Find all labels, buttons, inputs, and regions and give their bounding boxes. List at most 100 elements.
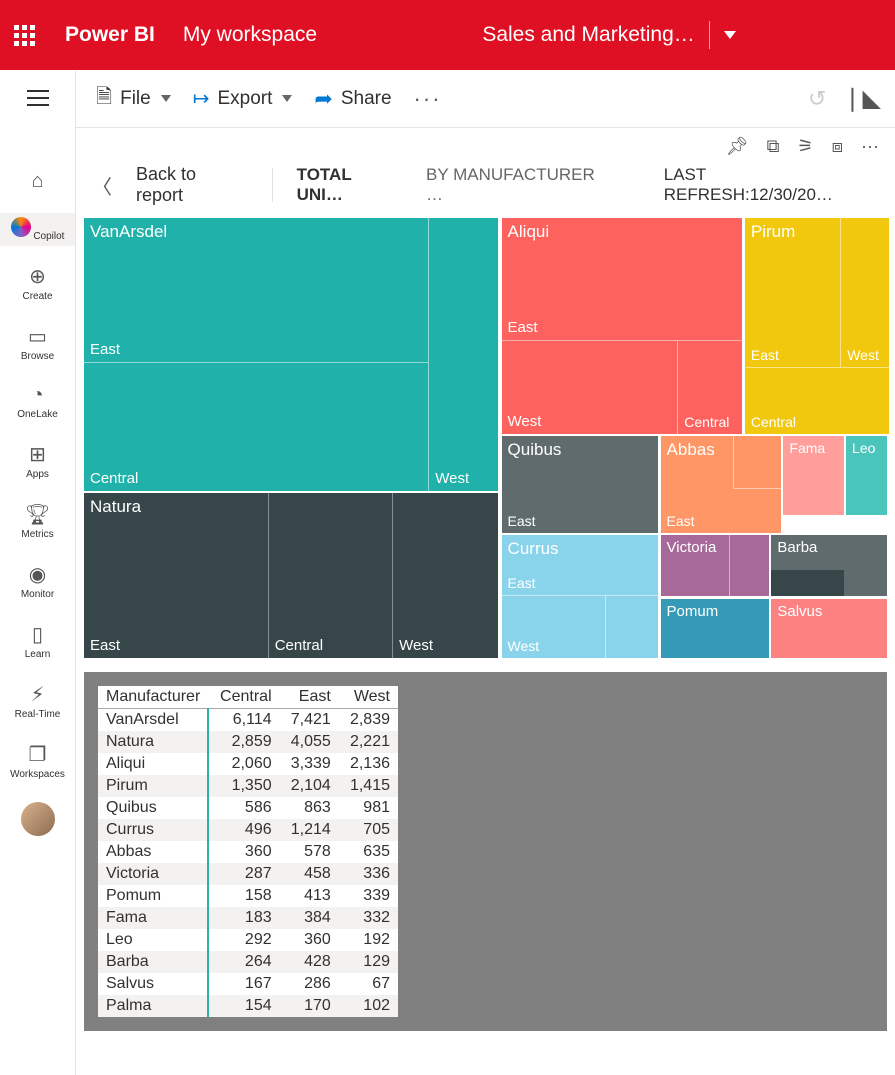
tm-natura-east[interactable]: East	[84, 493, 269, 658]
col-central[interactable]: Central	[208, 686, 279, 709]
breadcrumb-item-total[interactable]: TOTAL UNI…	[297, 165, 402, 205]
nav-label: Browse	[21, 351, 54, 362]
nav-learn[interactable]: ▯ Learn	[0, 618, 75, 664]
table-row[interactable]: Aliqui2,0603,3392,136	[98, 753, 398, 775]
nav-apps[interactable]: ⊞ Apps	[0, 438, 75, 484]
brand-label[interactable]: Power BI	[65, 23, 155, 47]
nav-monitor[interactable]: ◉ Monitor	[0, 558, 75, 604]
table-row[interactable]: Currus4961,214705	[98, 819, 398, 841]
tm-sub: East	[508, 575, 536, 591]
tm-pirum-central[interactable]: Central	[745, 368, 890, 434]
tm-fama[interactable]: Fama	[783, 436, 843, 515]
cell-value: 360	[208, 841, 279, 863]
table-row[interactable]: Palma154170102	[98, 995, 398, 1017]
tm-sub: Central	[90, 470, 138, 487]
more-icon[interactable]: ···	[861, 136, 879, 157]
tm-vanarsdel-central[interactable]: Central	[84, 363, 429, 491]
tm-pirum-west[interactable]: West	[841, 218, 889, 368]
tm-currus-west[interactable]: West	[502, 596, 606, 658]
nav-realtime[interactable]: ⚡︎ Real-Time	[0, 678, 75, 724]
tm-natura-central[interactable]: Central	[269, 493, 393, 658]
nav-workspaces[interactable]: ❐ Workspaces	[0, 738, 75, 784]
treemap-visual[interactable]: VanArsdel East Central West Natura East …	[84, 218, 887, 658]
table-row[interactable]: Fama183384332	[98, 907, 398, 929]
nav-create[interactable]: ⊕ Create	[0, 260, 75, 306]
cell-name: Salvus	[98, 973, 208, 995]
main-column: 🗎 File ↦ Export ➦ Share ··· ↺ ❘◣ 📌︎ ⧉ ⚞ …	[76, 70, 895, 1075]
back-chevron-icon[interactable]: 〈	[92, 171, 112, 200]
nav-onelake[interactable]: ◔ OneLake	[0, 380, 75, 424]
tm-abbas-sub[interactable]	[733, 436, 781, 489]
matrix-visual[interactable]: Manufacturer Central East West VanArsdel…	[98, 686, 398, 1017]
left-nav: ⌂ Copilot ⊕ Create ▭ Browse ◔ OneLake ⊞ …	[0, 70, 76, 1075]
tm-aliqui-west[interactable]: West	[502, 341, 679, 433]
breadcrumb-item-manufacturer[interactable]: BY MANUFACTURER …	[426, 165, 616, 205]
table-row[interactable]: Natura2,8594,0552,221	[98, 731, 398, 753]
cell-value: 2,859	[208, 731, 279, 753]
cell-value: 286	[280, 973, 339, 995]
nav-metrics[interactable]: 🏆︎ Metrics	[0, 498, 75, 544]
report-switcher[interactable]: Sales and Marketing…	[482, 21, 735, 49]
cell-value: 67	[339, 973, 398, 995]
share-button[interactable]: ➦ Share	[308, 82, 397, 116]
apps-icon: ⊞	[0, 442, 75, 467]
more-options-button[interactable]: ···	[414, 86, 442, 112]
tm-sub: West	[399, 637, 433, 654]
nav-label: Monitor	[21, 589, 54, 600]
tm-victoria-sub[interactable]	[729, 535, 769, 597]
table-row[interactable]: VanArsdel6,1147,4212,839	[98, 709, 398, 732]
tm-quibus[interactable]: Quibus East	[502, 436, 659, 533]
nav-home[interactable]: ⌂	[0, 166, 75, 199]
tm-sub: West	[508, 413, 542, 430]
table-row[interactable]: Victoria287458336	[98, 863, 398, 885]
tm-leo[interactable]: Leo	[846, 436, 887, 515]
tm-barba-sub[interactable]	[771, 570, 843, 596]
col-manufacturer[interactable]: Manufacturer	[98, 686, 208, 709]
tm-aliqui-central[interactable]: Central	[678, 341, 742, 433]
pin-icon[interactable]: 📌︎	[726, 136, 749, 157]
cell-name: Abbas	[98, 841, 208, 863]
tm-aliqui-east[interactable]: East	[502, 218, 743, 341]
table-row[interactable]: Leo292360192	[98, 929, 398, 951]
tm-salvus[interactable]: Salvus	[771, 599, 887, 658]
table-row[interactable]: Pomum158413339	[98, 885, 398, 907]
bookmark-icon[interactable]: ❘◣	[842, 84, 881, 113]
export-menu[interactable]: ↦ Export	[187, 82, 299, 115]
nav-browse[interactable]: ▭ Browse	[0, 320, 75, 366]
cell-value: 2,060	[208, 753, 279, 775]
tm-pomum[interactable]: Pomum	[661, 599, 769, 658]
tm-vanarsdel-west[interactable]: West	[429, 218, 497, 491]
reset-icon[interactable]: ↺	[808, 86, 826, 112]
cell-value: 496	[208, 819, 279, 841]
workspaces-icon: ❐	[0, 742, 75, 767]
filter-icon[interactable]: ⚞	[797, 136, 813, 157]
bolt-icon: ⚡︎	[0, 682, 75, 707]
tm-pirum-east[interactable]: East	[745, 218, 841, 368]
table-row[interactable]: Quibus586863981	[98, 797, 398, 819]
focus-icon[interactable]: ⧈	[832, 136, 843, 157]
cell-value: 3,339	[280, 753, 339, 775]
user-avatar[interactable]	[21, 802, 55, 836]
chevron-down-icon	[282, 95, 292, 102]
cell-name: Fama	[98, 907, 208, 929]
nav-copilot[interactable]: Copilot	[0, 213, 75, 246]
tm-sub: East	[751, 347, 779, 363]
matrix-container: Manufacturer Central East West VanArsdel…	[84, 672, 887, 1031]
tm-sub: East	[667, 513, 695, 529]
cell-value: 2,221	[339, 731, 398, 753]
workspace-crumb[interactable]: My workspace	[183, 23, 317, 47]
table-row[interactable]: Abbas360578635	[98, 841, 398, 863]
copy-icon[interactable]: ⧉	[767, 136, 780, 157]
tm-vanarsdel-east[interactable]: East	[84, 218, 429, 363]
file-menu[interactable]: 🗎 File	[90, 78, 177, 120]
table-row[interactable]: Salvus16728667	[98, 973, 398, 995]
tm-natura-west[interactable]: West	[393, 493, 497, 658]
nav-collapse-button[interactable]	[18, 78, 58, 118]
app-launcher-icon[interactable]	[14, 25, 35, 46]
table-row[interactable]: Barba264428129	[98, 951, 398, 973]
tm-currus-east[interactable]: East	[502, 535, 659, 597]
table-row[interactable]: Pirum1,3502,1041,415	[98, 775, 398, 797]
back-to-report-link[interactable]: Back to report	[136, 164, 248, 206]
col-west[interactable]: West	[339, 686, 398, 709]
col-east[interactable]: East	[280, 686, 339, 709]
